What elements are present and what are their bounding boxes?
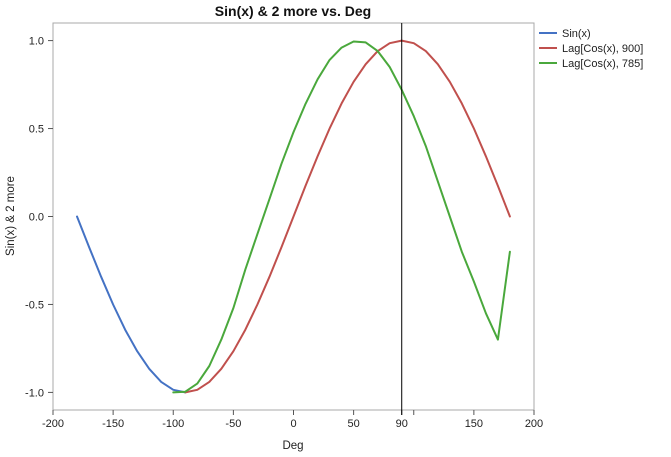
series-line-2 bbox=[184, 39, 511, 394]
legend-label: Lag[Cos(x), 785] bbox=[562, 58, 643, 70]
y-axis-title: Sin(x) & 2 more bbox=[5, 176, 17, 256]
x-tick-label: 200 bbox=[525, 418, 543, 430]
legend-label: Sin(x) bbox=[562, 28, 591, 40]
y-tick-label: 1.0 bbox=[29, 36, 44, 48]
x-tick-label: -200 bbox=[42, 418, 64, 430]
x-axis: -200 -150 -100 -50 0 50 90 150 200 bbox=[42, 410, 543, 430]
series-line-3 bbox=[172, 40, 511, 394]
x-tick-label: -50 bbox=[225, 418, 241, 430]
x-tick-label: 0 bbox=[290, 418, 296, 430]
y-tick-label: -1.0 bbox=[25, 387, 44, 399]
legend-label: Lag[Cos(x), 900] bbox=[562, 43, 643, 55]
y-tick-label: -0.5 bbox=[25, 299, 44, 311]
legend: Sin(x) Lag[Cos(x), 900] Lag[Cos(x), 785] bbox=[539, 28, 643, 70]
y-tick-label: 0.0 bbox=[29, 212, 44, 224]
x-tick-label: 90 bbox=[396, 418, 408, 430]
x-axis-title: Deg bbox=[282, 440, 303, 452]
series-line-1 bbox=[76, 215, 187, 394]
x-tick-label: 150 bbox=[465, 418, 483, 430]
x-tick-label: -100 bbox=[162, 418, 184, 430]
x-tick-label: 50 bbox=[348, 418, 360, 430]
series-layer bbox=[76, 39, 511, 394]
chart-title: Sin(x) & 2 more vs. Deg bbox=[215, 3, 371, 19]
y-axis: -1.0 -0.5 0.0 0.5 1.0 bbox=[25, 36, 53, 399]
y-tick-label: 0.5 bbox=[29, 124, 44, 136]
x-tick-label: -150 bbox=[102, 418, 124, 430]
